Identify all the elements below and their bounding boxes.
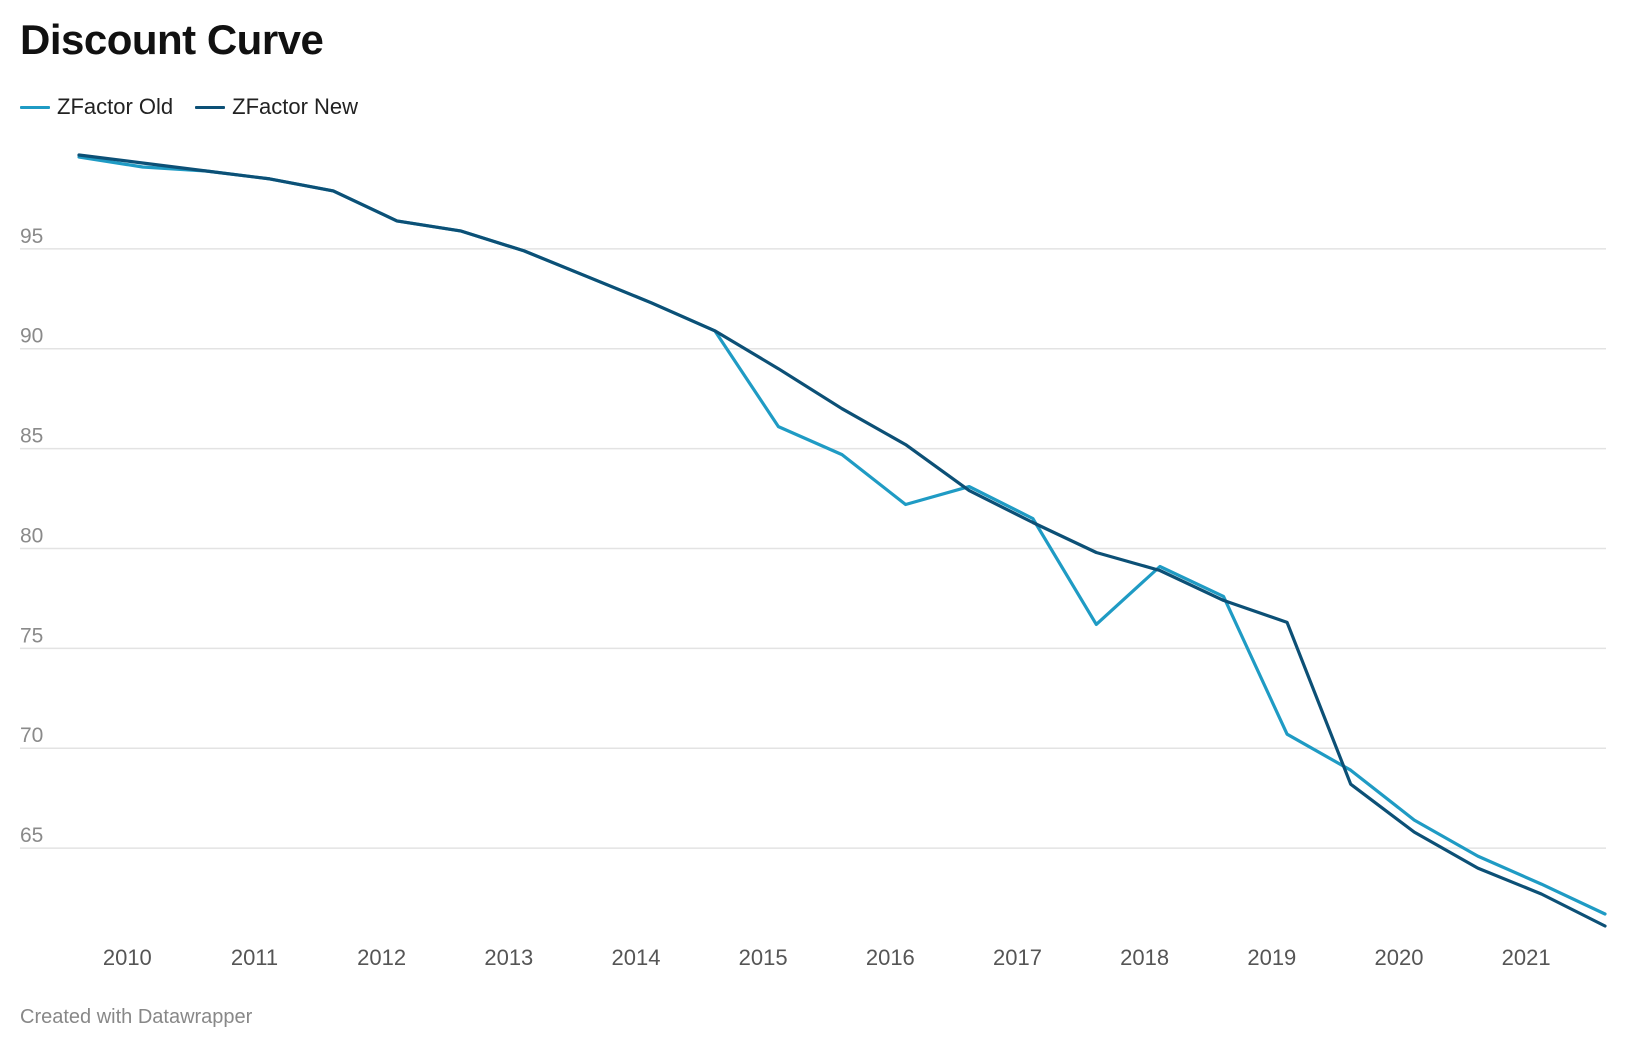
x-tick-label-2021: 2021 bbox=[1502, 945, 1551, 970]
legend-item-zfactor-new: ZFactor New bbox=[195, 94, 358, 120]
x-tick-label-2013: 2013 bbox=[484, 945, 533, 970]
series-line-zfactor-old bbox=[77, 155, 1607, 916]
x-tick-label-2012: 2012 bbox=[357, 945, 406, 970]
legend-swatch-zfactor-old bbox=[20, 105, 50, 109]
x-axis-ticks: 2010 2011 2012 2013 2014 2015 2016 2017 2018 2019… bbox=[103, 945, 1551, 970]
x-tick-label-2019: 2019 bbox=[1247, 945, 1296, 970]
series-line-zfactor-new bbox=[77, 153, 1607, 928]
x-tick-label-2014: 2014 bbox=[612, 945, 661, 970]
y-tick-label-70: 70 bbox=[20, 724, 43, 747]
y-axis-ticks: 65 70 75 80 85 90 95 bbox=[20, 225, 43, 847]
footer-credit: Created with Datawrapper bbox=[20, 1006, 253, 1028]
legend-item-zfactor-old: ZFactor Old bbox=[20, 94, 173, 120]
x-tick-label-2010: 2010 bbox=[103, 945, 152, 970]
y-tick-label-80: 80 bbox=[20, 524, 43, 547]
x-tick-label-2011: 2011 bbox=[231, 945, 278, 970]
y-tick-label-75: 75 bbox=[20, 624, 43, 647]
x-tick-label-2016: 2016 bbox=[866, 945, 915, 970]
chart-title: Discount Curve bbox=[20, 16, 324, 63]
legend: ZFactor Old ZFactor New bbox=[20, 94, 380, 120]
legend-label-zfactor-new: ZFactor New bbox=[232, 94, 359, 119]
y-tick-label-90: 90 bbox=[20, 325, 43, 348]
gridlines bbox=[20, 248, 1606, 849]
x-tick-label-2015: 2015 bbox=[739, 945, 788, 970]
x-tick-label-2018: 2018 bbox=[1120, 945, 1169, 970]
x-tick-label-2017: 2017 bbox=[993, 945, 1042, 970]
y-tick-label-85: 85 bbox=[20, 425, 43, 448]
legend-label-zfactor-old: ZFactor Old bbox=[57, 94, 174, 119]
x-tick-label-2020: 2020 bbox=[1375, 945, 1424, 970]
series-lines bbox=[77, 153, 1607, 928]
y-tick-label-95: 95 bbox=[20, 225, 43, 248]
legend-swatch-zfactor-new bbox=[195, 105, 226, 109]
y-tick-label-65: 65 bbox=[20, 824, 43, 847]
